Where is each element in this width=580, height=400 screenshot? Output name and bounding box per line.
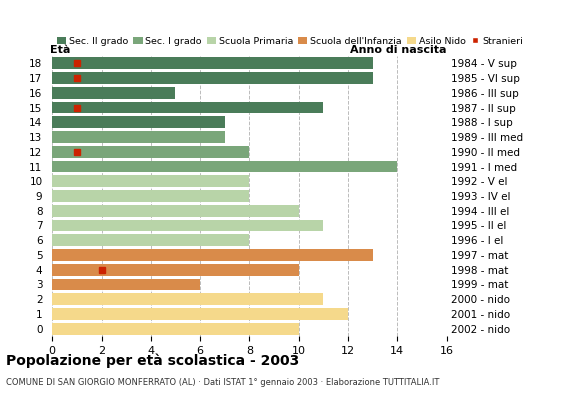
Bar <box>52 72 373 84</box>
Text: Età: Età <box>50 45 71 55</box>
Bar <box>52 58 373 69</box>
Bar <box>52 87 176 99</box>
Bar <box>52 102 324 114</box>
Bar <box>52 249 373 261</box>
Bar <box>52 161 397 172</box>
Bar <box>52 146 249 158</box>
Bar <box>52 323 299 334</box>
Text: COMUNE DI SAN GIORGIO MONFERRATO (AL) · Dati ISTAT 1° gennaio 2003 · Elaborazion: COMUNE DI SAN GIORGIO MONFERRATO (AL) · … <box>6 378 439 387</box>
Bar <box>52 190 249 202</box>
Bar <box>52 205 299 217</box>
Text: Anno di nascita: Anno di nascita <box>350 45 447 55</box>
Bar <box>52 220 324 231</box>
Text: Popolazione per età scolastica - 2003: Popolazione per età scolastica - 2003 <box>6 354 299 368</box>
Bar <box>52 278 200 290</box>
Bar <box>52 293 324 305</box>
Legend: Sec. II grado, Sec. I grado, Scuola Primaria, Scuola dell'Infanzia, Asilo Nido, : Sec. II grado, Sec. I grado, Scuola Prim… <box>57 37 524 46</box>
Bar <box>52 175 249 187</box>
Bar <box>52 264 299 276</box>
Bar <box>52 116 225 128</box>
Bar <box>52 131 225 143</box>
Bar <box>52 308 348 320</box>
Bar <box>52 234 249 246</box>
